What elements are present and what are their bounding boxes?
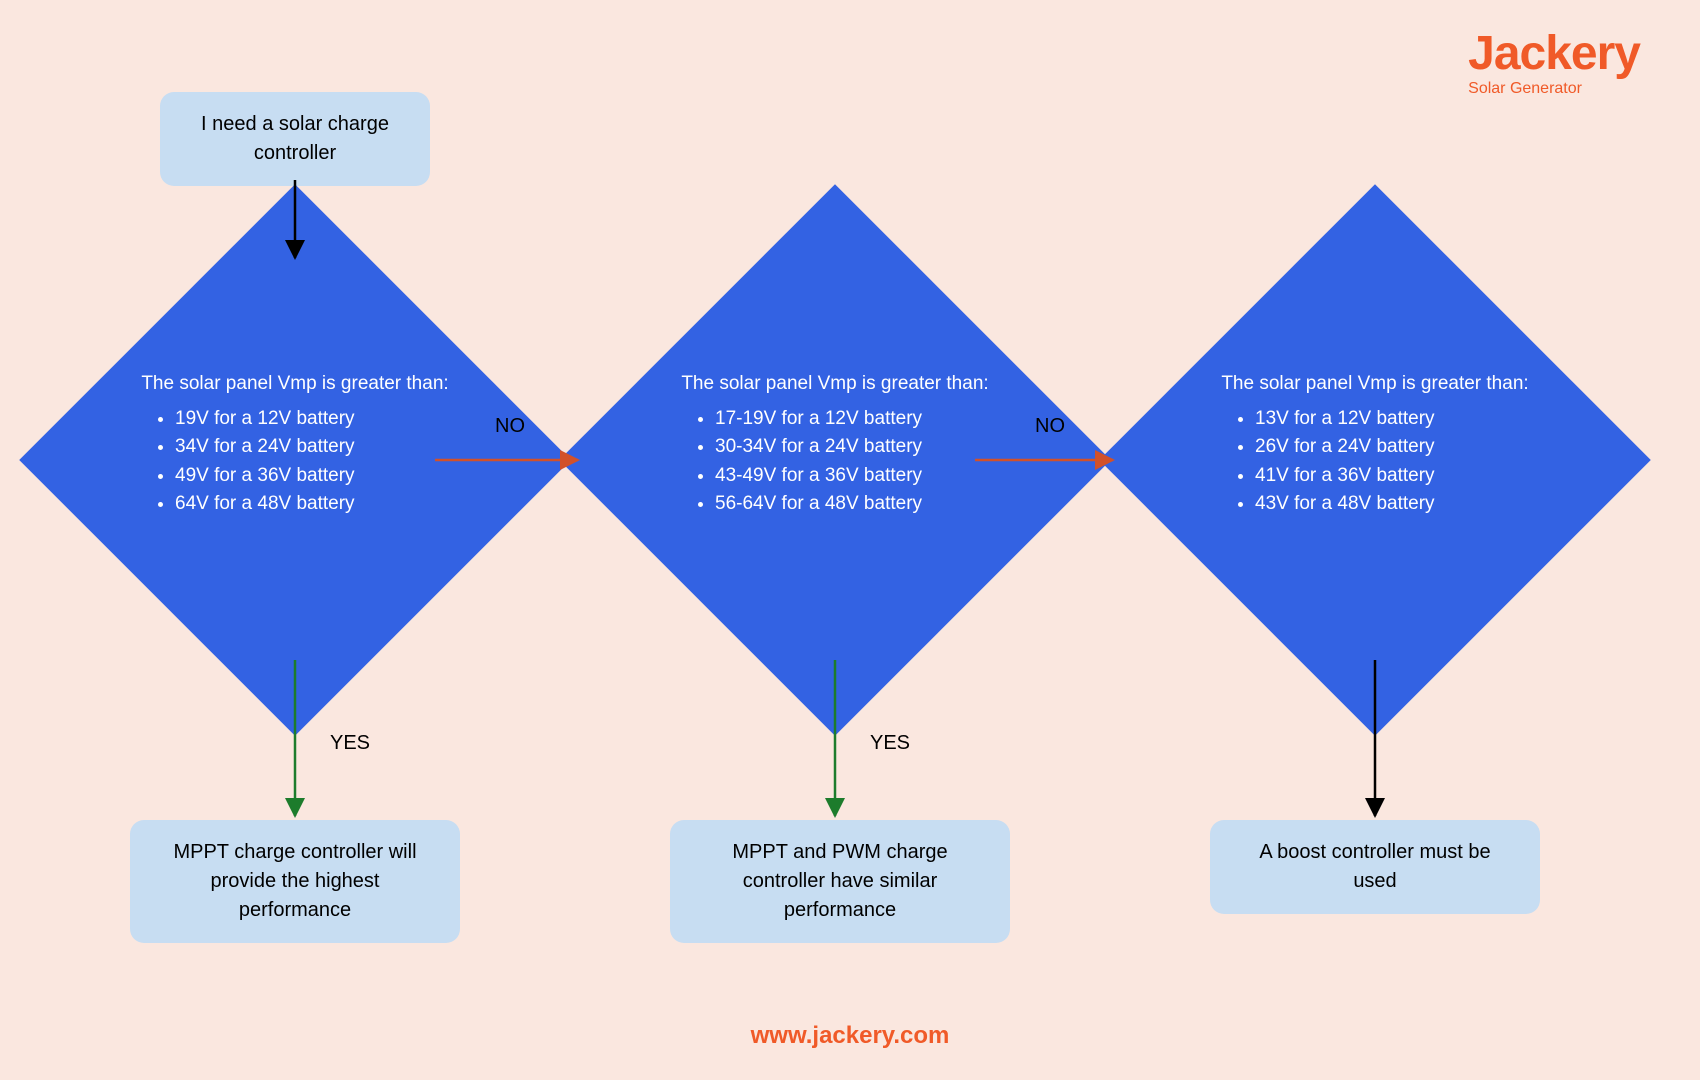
logo-tagline: Solar Generator bbox=[1468, 80, 1640, 98]
decision-3-item: 43V for a 48V battery bbox=[1255, 490, 1545, 519]
decision-1-item: 34V for a 24V battery bbox=[175, 433, 465, 462]
decision-1-content: The solar panel Vmp is greater than: 19V… bbox=[125, 370, 465, 519]
decision-2-item: 17-19V for a 12V battery bbox=[715, 405, 1005, 434]
edge-label-no-1: NO bbox=[495, 415, 525, 438]
brand-logo: Jackery Solar Generator bbox=[1468, 30, 1640, 98]
decision-2-item: 56-64V for a 48V battery bbox=[715, 490, 1005, 519]
start-node: I need a solar charge controller bbox=[160, 92, 430, 186]
edge-label-yes-1: YES bbox=[330, 732, 370, 755]
footer-url: www.jackery.com bbox=[751, 1022, 950, 1050]
decision-1-item: 49V for a 36V battery bbox=[175, 462, 465, 491]
logo-text: Jackery bbox=[1468, 30, 1640, 78]
decision-1-title: The solar panel Vmp is greater than: bbox=[125, 370, 465, 399]
outcome-2: MPPT and PWM charge controller have simi… bbox=[670, 820, 1010, 943]
decision-1-item: 64V for a 48V battery bbox=[175, 490, 465, 519]
decision-2-content: The solar panel Vmp is greater than: 17-… bbox=[665, 370, 1005, 519]
decision-3-list: 13V for a 12V battery 26V for a 24V batt… bbox=[1205, 405, 1545, 519]
decision-2-item: 30-34V for a 24V battery bbox=[715, 433, 1005, 462]
decision-3-content: The solar panel Vmp is greater than: 13V… bbox=[1205, 370, 1545, 519]
start-node-text: I need a solar charge controller bbox=[201, 113, 389, 164]
decision-2-title: The solar panel Vmp is greater than: bbox=[665, 370, 1005, 399]
decision-3-item: 26V for a 24V battery bbox=[1255, 433, 1545, 462]
outcome-1-text: MPPT charge controller will provide the … bbox=[173, 841, 416, 921]
decision-1-item: 19V for a 12V battery bbox=[175, 405, 465, 434]
outcome-3: A boost controller must be used bbox=[1210, 820, 1540, 914]
decision-2-list: 17-19V for a 12V battery 30-34V for a 24… bbox=[665, 405, 1005, 519]
decision-1-list: 19V for a 12V battery 34V for a 24V batt… bbox=[125, 405, 465, 519]
edge-label-yes-2: YES bbox=[870, 732, 910, 755]
decision-3-item: 41V for a 36V battery bbox=[1255, 462, 1545, 491]
outcome-2-text: MPPT and PWM charge controller have simi… bbox=[732, 841, 947, 921]
decision-3-item: 13V for a 12V battery bbox=[1255, 405, 1545, 434]
decision-3-title: The solar panel Vmp is greater than: bbox=[1205, 370, 1545, 399]
outcome-1: MPPT charge controller will provide the … bbox=[130, 820, 460, 943]
decision-2-item: 43-49V for a 36V battery bbox=[715, 462, 1005, 491]
outcome-3-text: A boost controller must be used bbox=[1259, 841, 1490, 892]
edge-label-no-2: NO bbox=[1035, 415, 1065, 438]
